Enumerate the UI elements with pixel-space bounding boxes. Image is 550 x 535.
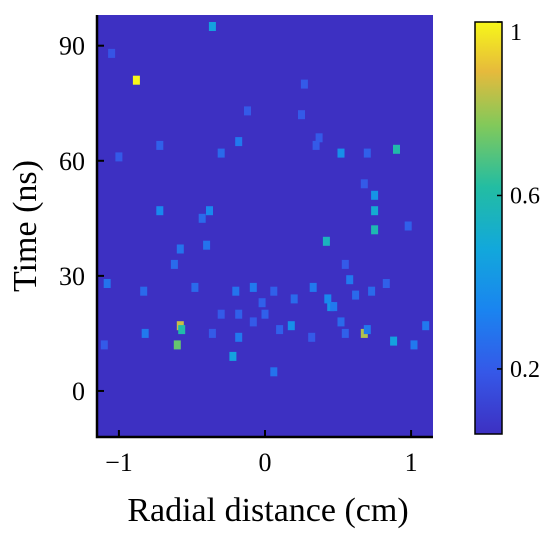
heatmap-cell-45 [337, 317, 345, 327]
heatmap-cell-22 [176, 244, 184, 254]
heatmap-cell-27 [100, 340, 108, 350]
x-tick-label: −1 [105, 448, 133, 477]
heatmap-cell-4 [178, 325, 186, 335]
heatmap-cell-9 [371, 190, 379, 200]
heatmap-cell-1 [208, 22, 216, 31]
y-axis: 0 30 60 90 Time (ns) [7, 32, 104, 406]
heatmap-cell-21 [203, 240, 211, 250]
colorbar-tick-label: 1 [510, 20, 522, 46]
heatmap-cell-48 [422, 321, 430, 331]
colorbar-ticks: 0.2 0.6 1 [497, 20, 540, 383]
y-axis-title: Time (ns) [7, 160, 44, 292]
heatmap-background [97, 15, 433, 437]
colorbar-tick-label: 0.2 [510, 357, 540, 383]
heatmap-cell-17 [235, 137, 243, 147]
heatmap-cell-20 [198, 213, 206, 223]
heatmap-cell-31 [258, 298, 266, 308]
y-axis-ticks: 0 30 60 90 [59, 32, 104, 406]
heatmap-cell-52 [115, 152, 123, 162]
heatmap-cell-43 [261, 309, 269, 319]
heatmap-cell-38 [352, 290, 360, 300]
heatmap-cell-44 [276, 325, 284, 335]
heatmap-cell-49 [270, 367, 278, 377]
heatmap-cell-24 [140, 286, 148, 296]
colorbar-gradient [474, 21, 503, 435]
heatmap-cell-65 [249, 317, 257, 327]
heatmap-cell-29 [232, 286, 240, 296]
heatmap-cell-60 [404, 221, 412, 231]
heatmap-cell-59 [360, 179, 368, 189]
heatmap-cell-63 [217, 309, 225, 319]
heatmap-cell-56 [300, 79, 308, 89]
heatmap-cell-51 [156, 140, 164, 150]
x-tick-label: 1 [405, 448, 418, 477]
heatmap-cell-35 [324, 294, 332, 304]
heatmap-cell-16 [287, 321, 295, 331]
heatmap-cell-28 [191, 282, 199, 292]
heatmap-cell-26 [103, 279, 111, 288]
x-axis-title: Radial distance (cm) [127, 492, 408, 529]
heatmap-plot-area [95, 15, 433, 439]
x-axis-ticks: −1 0 1 [105, 430, 418, 477]
heatmap-cell-6 [393, 144, 400, 154]
heatmap-cell-55 [315, 133, 323, 143]
heatmap-cell-32 [270, 286, 278, 296]
heatmap-cell-57 [363, 148, 371, 158]
heatmap-cell-0 [132, 75, 140, 85]
heatmap-cell-53 [244, 106, 251, 116]
heatmap-cell-14 [156, 206, 164, 216]
heatmap-cell-64 [363, 325, 371, 335]
heatmap-cell-66 [308, 332, 316, 342]
heatmap-cell-2 [173, 340, 181, 350]
heatmap-cell-7 [371, 225, 379, 235]
heatmap-cell-34 [309, 282, 317, 292]
heatmap-cell-41 [235, 309, 243, 319]
heatmap-cell-25 [141, 328, 149, 338]
heatmap-cell-18 [217, 148, 225, 158]
heatmap-cell-47 [410, 340, 418, 350]
heatmap-cell-33 [290, 294, 298, 304]
heatmap-cell-19 [206, 206, 213, 216]
heatmap-cell-46 [341, 328, 349, 338]
heatmap-cell-54 [312, 140, 320, 150]
heatmap-cell-37 [346, 275, 354, 285]
colorbar: 0.2 0.6 1 [474, 20, 540, 435]
heatmap-cell-23 [170, 259, 178, 269]
heatmap-cell-50 [208, 328, 216, 338]
plot-frame [95, 15, 433, 439]
y-tick-label: 90 [59, 32, 85, 61]
heatmap-cell-58 [298, 110, 305, 120]
heatmap-cell-8 [371, 206, 379, 216]
heatmap-cell-42 [235, 332, 243, 342]
heatmap-cell-61 [108, 48, 116, 58]
x-axis: −1 0 1 Radial distance (cm) [105, 430, 418, 529]
heatmap-cell-36 [330, 302, 338, 312]
colorbar-tick-label: 0.6 [510, 183, 540, 209]
heatmap-cell-11 [337, 148, 345, 158]
heatmap-cell-39 [368, 286, 376, 296]
y-tick-label: 30 [59, 262, 85, 291]
heatmap-cell-62 [341, 259, 349, 269]
heatmap-cell-10 [322, 236, 330, 246]
x-tick-label: 0 [259, 448, 272, 477]
heatmap-cell-13 [390, 336, 398, 346]
y-tick-label: 60 [59, 147, 85, 176]
heatmap-cell-40 [382, 279, 390, 288]
heatmap-cell-30 [249, 282, 257, 292]
heatmap-cells [100, 22, 430, 377]
y-tick-label: 0 [72, 377, 85, 406]
heatmap-cell-15 [229, 351, 237, 361]
